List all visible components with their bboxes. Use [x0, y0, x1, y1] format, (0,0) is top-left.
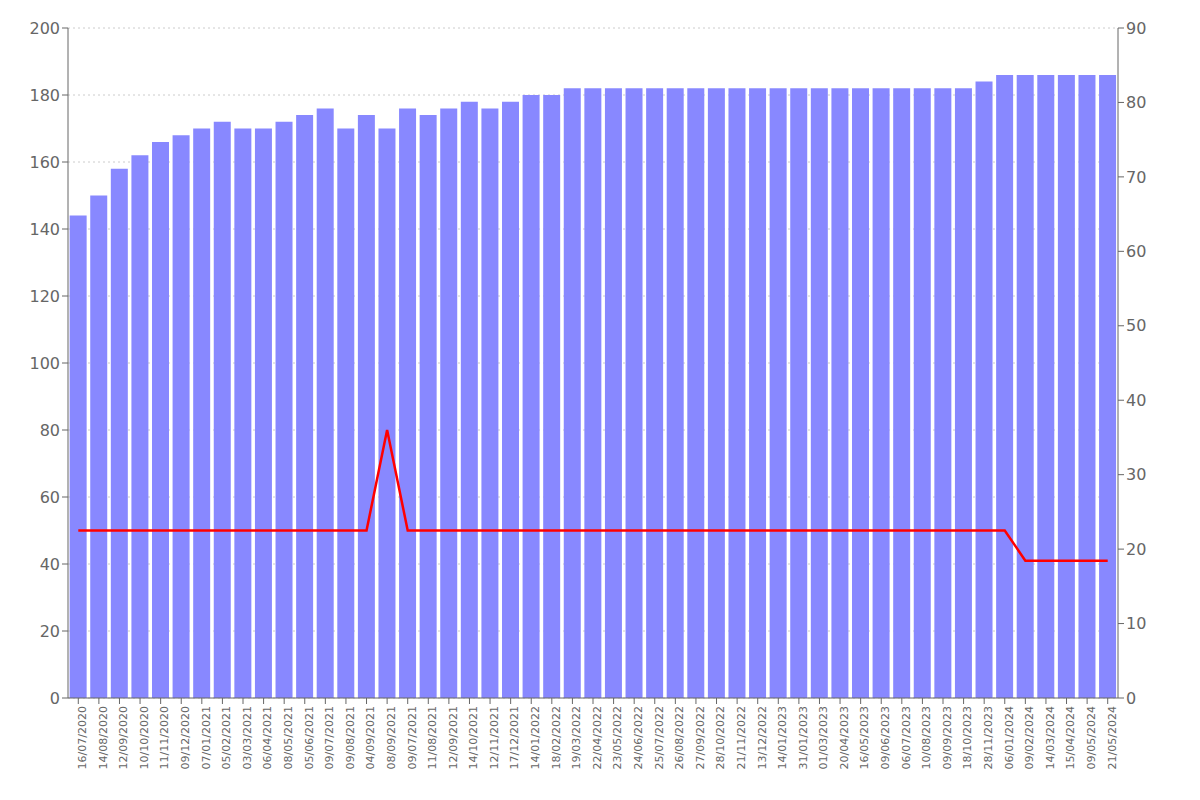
svg-text:40: 40: [1126, 391, 1146, 410]
svg-text:01/03/2023: 01/03/2023: [817, 706, 830, 769]
svg-text:10: 10: [1126, 614, 1146, 633]
svg-text:100: 100: [29, 354, 60, 373]
svg-text:14/08/2020: 14/08/2020: [97, 706, 110, 769]
svg-text:200: 200: [29, 19, 60, 38]
svg-text:08/09/2021: 08/09/2021: [385, 706, 398, 769]
svg-text:08/05/2021: 08/05/2021: [282, 706, 295, 769]
svg-text:60: 60: [1126, 242, 1146, 261]
svg-text:20: 20: [1126, 540, 1146, 559]
svg-text:11/08/2021: 11/08/2021: [426, 706, 439, 769]
svg-text:160: 160: [29, 153, 60, 172]
svg-text:15/04/2024: 15/04/2024: [1064, 706, 1077, 769]
svg-text:09/02/2024: 09/02/2024: [1023, 706, 1036, 769]
svg-text:05/06/2021: 05/06/2021: [303, 706, 316, 769]
svg-text:09/12/2020: 09/12/2020: [179, 706, 192, 769]
svg-text:40: 40: [40, 555, 60, 574]
svg-text:09/06/2023: 09/06/2023: [879, 706, 892, 769]
svg-text:16/07/2020: 16/07/2020: [76, 706, 89, 769]
svg-text:60: 60: [40, 488, 60, 507]
svg-text:05/02/2021: 05/02/2021: [220, 706, 233, 769]
svg-text:17/12/2021: 17/12/2021: [508, 706, 521, 769]
svg-text:21/11/2022: 21/11/2022: [735, 706, 748, 769]
svg-text:10/08/2023: 10/08/2023: [920, 706, 933, 769]
svg-text:14/01/2022: 14/01/2022: [529, 706, 542, 769]
svg-text:18/10/2023: 18/10/2023: [961, 706, 974, 769]
svg-text:14/03/2024: 14/03/2024: [1044, 706, 1057, 769]
svg-text:50: 50: [1126, 316, 1146, 335]
svg-text:13/12/2022: 13/12/2022: [756, 706, 769, 769]
svg-text:0: 0: [1126, 689, 1136, 708]
svg-text:06/07/2023: 06/07/2023: [900, 706, 913, 769]
svg-text:09/09/2023: 09/09/2023: [941, 706, 954, 769]
svg-text:70: 70: [1126, 168, 1146, 187]
svg-text:140: 140: [29, 220, 60, 239]
svg-text:90: 90: [1126, 19, 1146, 38]
svg-text:21/05/2024: 21/05/2024: [1106, 706, 1119, 769]
svg-text:28/10/2022: 28/10/2022: [714, 706, 727, 769]
svg-text:26/08/2022: 26/08/2022: [673, 706, 686, 769]
svg-text:07/01/2021: 07/01/2021: [200, 706, 213, 769]
svg-text:22/04/2022: 22/04/2022: [591, 706, 604, 769]
svg-text:10/10/2020: 10/10/2020: [138, 706, 151, 769]
svg-text:04/09/2021: 04/09/2021: [364, 706, 377, 769]
svg-text:09/07/2021: 09/07/2021: [406, 706, 419, 769]
svg-text:14/01/2023: 14/01/2023: [776, 706, 789, 769]
svg-text:25/07/2022: 25/07/2022: [653, 706, 666, 769]
svg-text:06/04/2021: 06/04/2021: [261, 706, 274, 769]
svg-text:16/05/2023: 16/05/2023: [858, 706, 871, 769]
svg-text:20: 20: [40, 622, 60, 641]
svg-text:14/10/2021: 14/10/2021: [467, 706, 480, 769]
svg-text:23/05/2022: 23/05/2022: [611, 706, 624, 769]
svg-text:03/03/2021: 03/03/2021: [241, 706, 254, 769]
svg-text:27/09/2022: 27/09/2022: [694, 706, 707, 769]
svg-text:28/11/2023: 28/11/2023: [982, 706, 995, 769]
svg-text:31/01/2023: 31/01/2023: [797, 706, 810, 769]
svg-text:09/05/2024: 09/05/2024: [1085, 706, 1098, 769]
svg-text:20/04/2023: 20/04/2023: [838, 706, 851, 769]
svg-text:30: 30: [1126, 465, 1146, 484]
svg-text:12/09/2020: 12/09/2020: [117, 706, 130, 769]
svg-text:24/06/2022: 24/06/2022: [632, 706, 645, 769]
svg-text:06/01/2024: 06/01/2024: [1003, 706, 1016, 769]
svg-text:09/08/2021: 09/08/2021: [344, 706, 357, 769]
svg-text:80: 80: [1126, 93, 1146, 112]
svg-text:120: 120: [29, 287, 60, 306]
svg-text:09/07/2021: 09/07/2021: [323, 706, 336, 769]
svg-text:12/09/2021: 12/09/2021: [447, 706, 460, 769]
svg-text:18/02/2022: 18/02/2022: [550, 706, 563, 769]
svg-text:12/11/2021: 12/11/2021: [488, 706, 501, 769]
svg-text:180: 180: [29, 86, 60, 105]
svg-text:11/11/2020: 11/11/2020: [158, 706, 171, 769]
svg-text:0: 0: [50, 689, 60, 708]
svg-text:19/03/2022: 19/03/2022: [570, 706, 583, 769]
svg-text:80: 80: [40, 421, 60, 440]
